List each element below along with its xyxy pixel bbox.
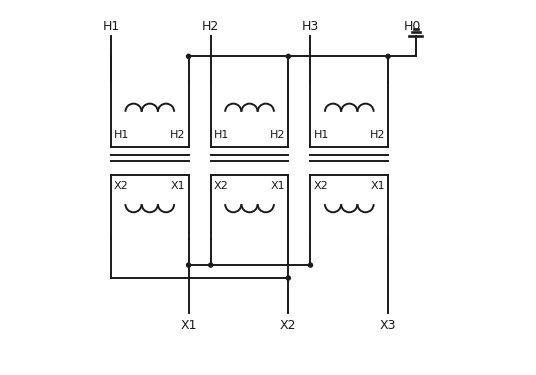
Text: X2: X2 bbox=[114, 181, 129, 191]
Text: H1: H1 bbox=[114, 130, 129, 140]
Text: H3: H3 bbox=[302, 21, 319, 33]
Text: X2: X2 bbox=[280, 319, 296, 332]
Circle shape bbox=[286, 276, 291, 280]
Circle shape bbox=[187, 263, 191, 267]
Text: X1: X1 bbox=[171, 181, 185, 191]
Circle shape bbox=[187, 54, 191, 58]
Text: H1: H1 bbox=[102, 21, 120, 33]
Text: H1: H1 bbox=[314, 130, 329, 140]
Text: X2: X2 bbox=[214, 181, 228, 191]
Circle shape bbox=[286, 54, 291, 58]
Text: H1: H1 bbox=[214, 130, 229, 140]
Text: X1: X1 bbox=[271, 181, 285, 191]
Text: H2: H2 bbox=[270, 130, 285, 140]
Circle shape bbox=[386, 54, 390, 58]
Text: X3: X3 bbox=[380, 319, 396, 332]
Text: X2: X2 bbox=[314, 181, 328, 191]
Text: H2: H2 bbox=[170, 130, 185, 140]
Circle shape bbox=[209, 263, 213, 267]
Text: X1: X1 bbox=[370, 181, 385, 191]
Text: H2: H2 bbox=[370, 130, 385, 140]
Circle shape bbox=[308, 263, 312, 267]
Text: X1: X1 bbox=[180, 319, 197, 332]
Text: H0: H0 bbox=[404, 21, 421, 33]
Text: H2: H2 bbox=[202, 21, 219, 33]
